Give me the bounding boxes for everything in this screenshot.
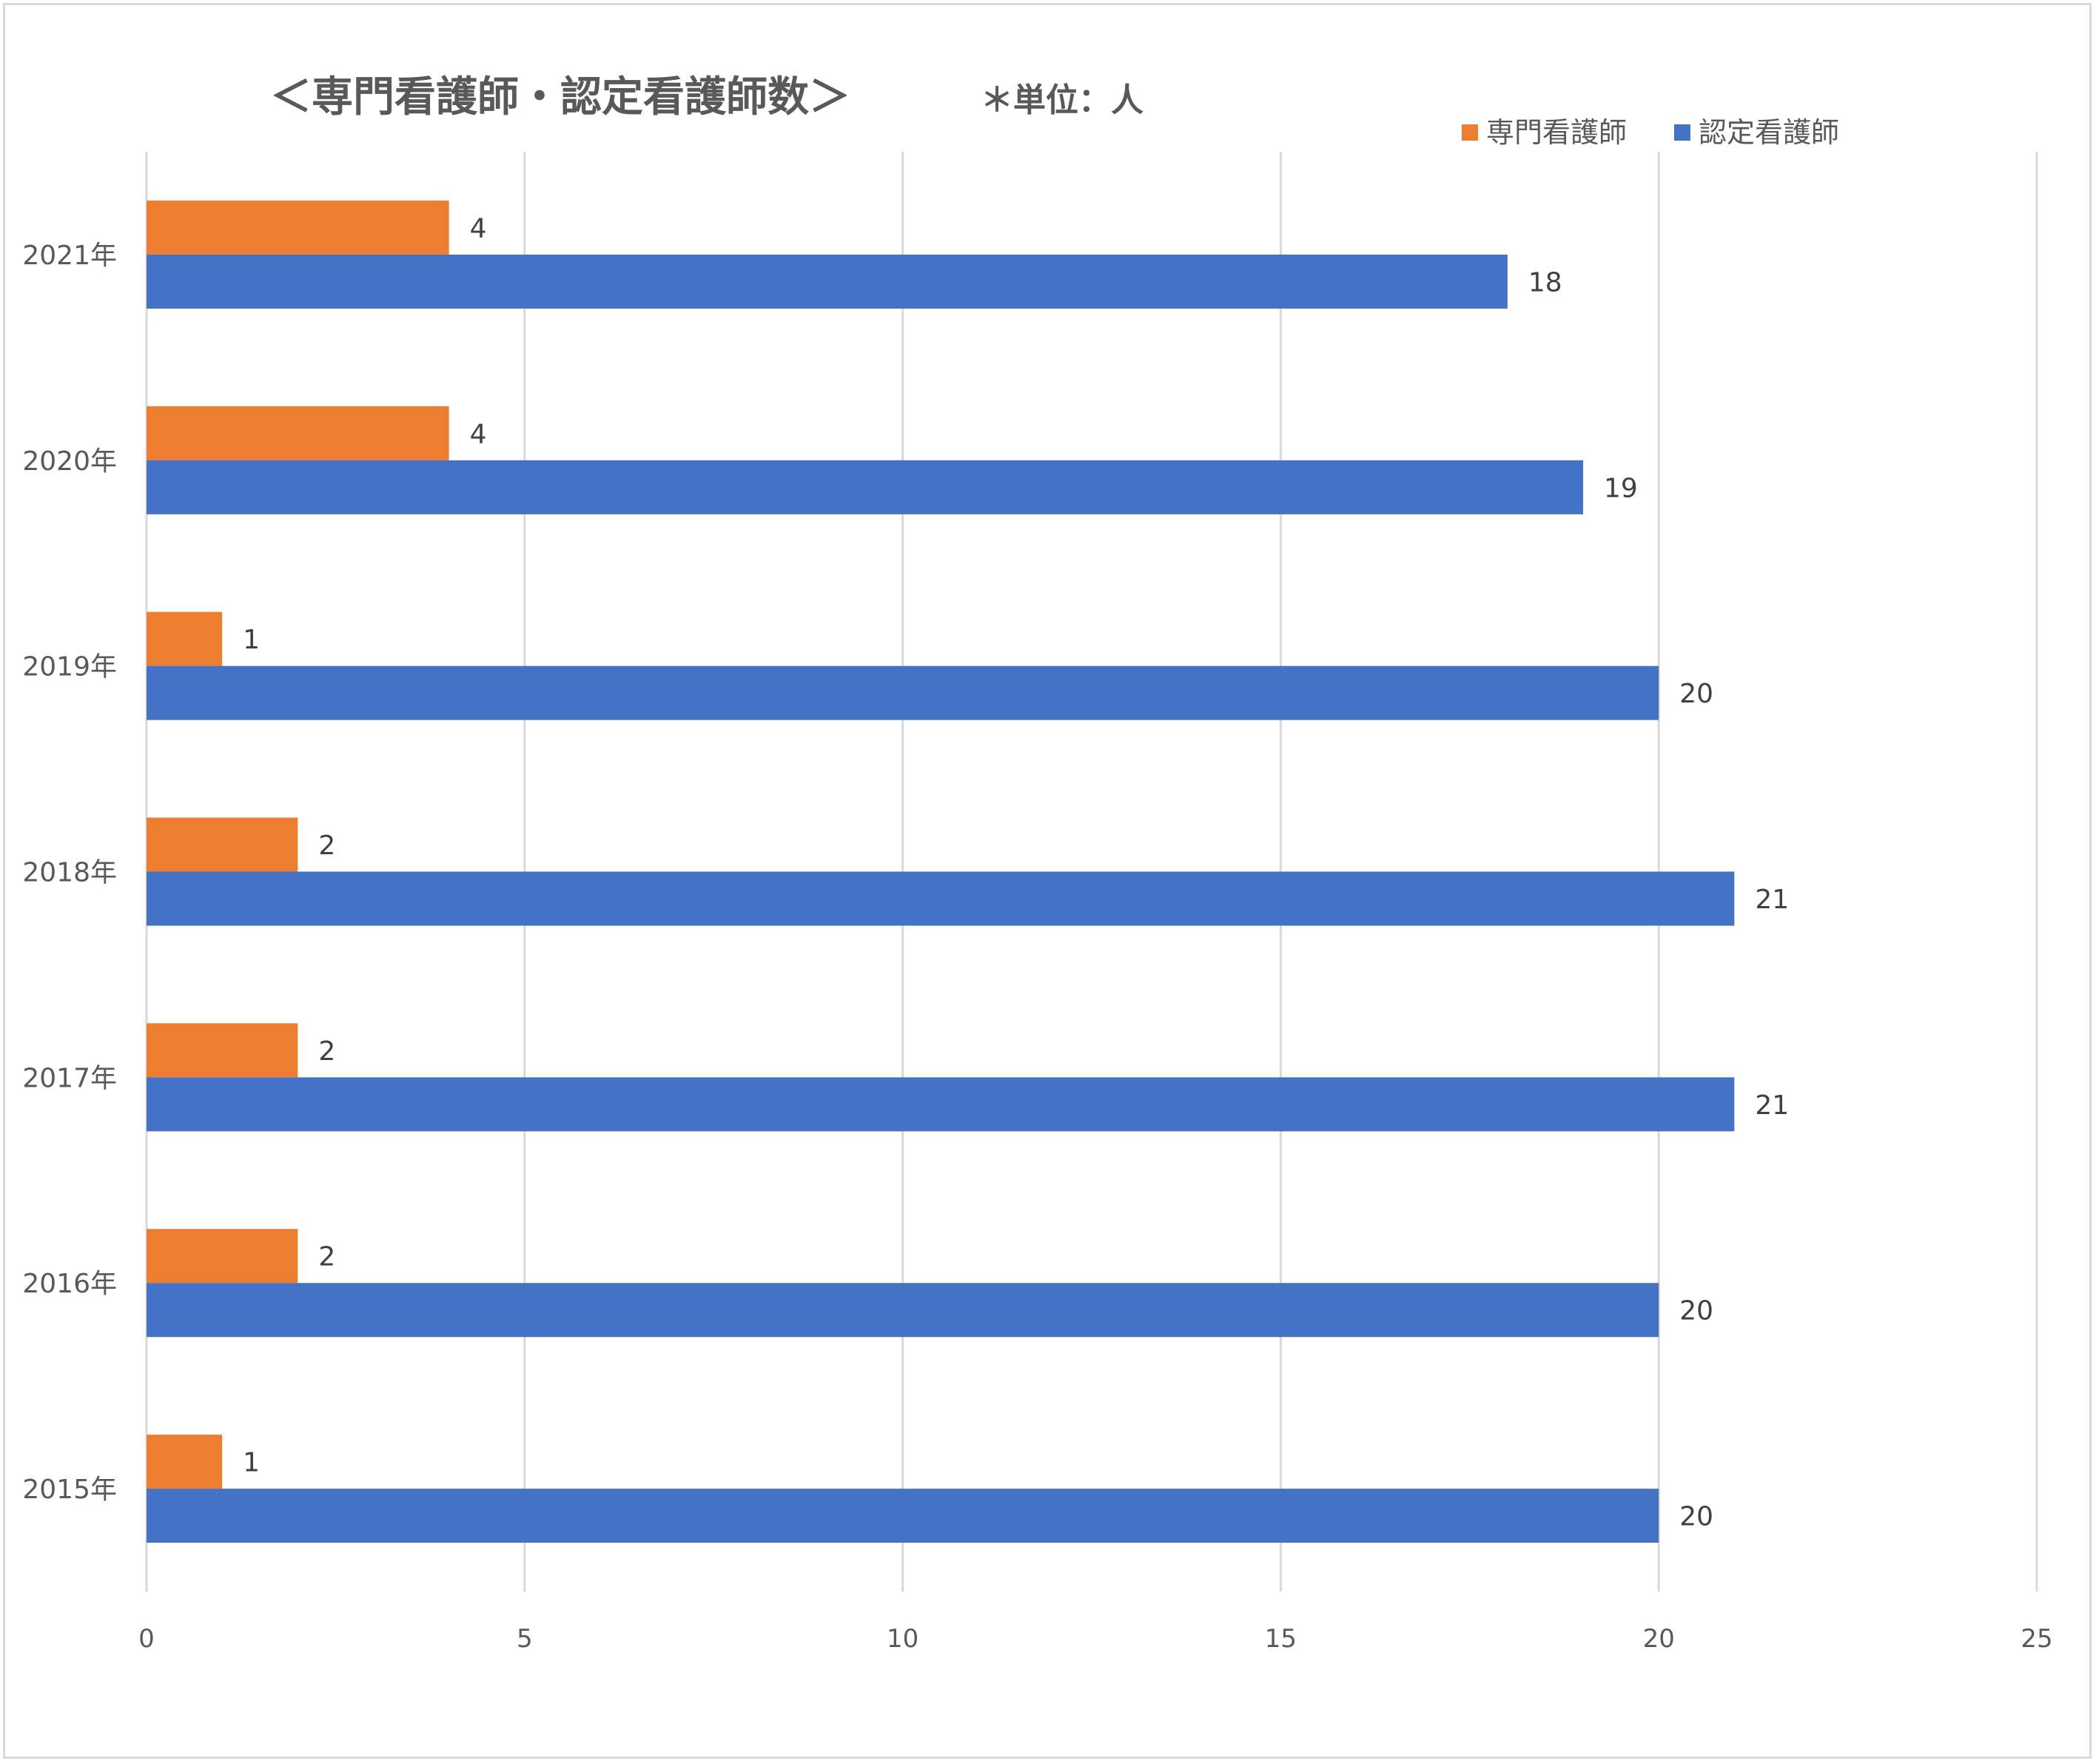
category-label-2: 2019年 [22,652,117,683]
category-label-5: 2016年 [22,1269,117,1299]
bar-senmon-1 [147,406,449,460]
data-label-senmon-5: 2 [318,1242,335,1272]
x-tick-label-1: 5 [517,1624,533,1654]
bar-senmon-5 [147,1229,298,1284]
data-label-senmon-1: 4 [470,419,487,449]
bar-nintei-5 [147,1283,1659,1338]
legend: 専門看護師 認定看護師 [1462,116,1839,149]
bar-senmon-2 [147,611,223,666]
legend-label-senmon: 専門看護師 [1486,116,1627,149]
bar-nintei-6 [147,1489,1659,1543]
data-label-senmon-0: 4 [470,213,487,244]
legend-label-nintei: 認定看護師 [1699,116,1839,149]
data-label-nintei-4: 21 [1755,1090,1789,1121]
data-label-nintei-0: 18 [1528,267,1562,298]
data-label-nintei-2: 20 [1679,679,1713,709]
category-label-0: 2021年 [22,241,117,271]
x-tick-label-4: 20 [1643,1624,1675,1654]
bar-nintei-3 [147,871,1735,926]
bar-nintei-1 [147,460,1584,514]
data-label-senmon-6: 1 [243,1448,260,1478]
data-label-nintei-6: 20 [1679,1502,1713,1532]
bar-senmon-6 [147,1435,223,1489]
category-label-6: 2015年 [22,1475,117,1505]
data-label-senmon-4: 2 [318,1036,335,1067]
category-labels: 2021年 2020年 2019年 2018年 2017年 2016年 2015年 [22,241,117,1505]
x-tick-label-3: 15 [1265,1624,1297,1654]
category-label-1: 2020年 [22,446,117,477]
x-tick-label-2: 10 [887,1624,918,1654]
data-label-nintei-3: 21 [1755,885,1789,915]
legend-swatch-nintei [1674,124,1690,141]
bar-senmon-3 [147,817,298,872]
bar-senmon-4 [147,1023,298,1078]
unit-note: ＊単位：人 [981,81,1143,119]
data-label-senmon-3: 2 [318,831,335,861]
category-label-4: 2017年 [22,1063,117,1093]
x-tick-labels: 0 5 10 15 20 25 [138,1624,2052,1654]
data-label-senmon-2: 1 [243,625,260,655]
legend-swatch-senmon [1462,124,1478,141]
bar-nintei-0 [147,254,1508,309]
bar-senmon-0 [147,200,449,255]
bar-nintei-2 [147,665,1659,720]
chart-title: ＜専門看護師・認定看護師数＞ [270,73,850,121]
bar-nintei-4 [147,1077,1735,1132]
x-tick-label-0: 0 [138,1624,155,1654]
bars [147,200,1735,1543]
data-label-nintei-5: 20 [1679,1296,1713,1327]
data-labels: 4 18 4 19 1 20 2 21 2 21 2 20 1 20 [243,213,1789,1532]
data-label-nintei-1: 19 [1604,473,1638,503]
category-label-3: 2018年 [22,858,117,888]
x-tick-label-5: 25 [2021,1624,2052,1654]
